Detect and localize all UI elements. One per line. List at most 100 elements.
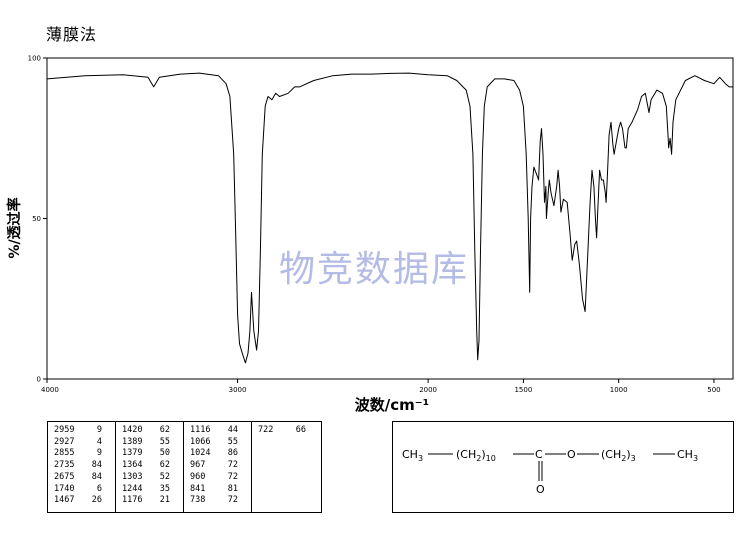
peak-row: 2735 84	[54, 460, 115, 472]
peak-wavenumber: 722	[258, 425, 274, 435]
peak-row: 1176 21	[122, 495, 183, 507]
peak-wavenumber: 1116	[190, 425, 211, 435]
peak-wavenumber: 2735	[54, 460, 75, 471]
chain-ch2-3: (CH2)3	[601, 448, 636, 463]
peak-wavenumber: 2855	[54, 448, 75, 459]
peak-wavenumber: 1740	[54, 483, 75, 494]
spectrum-line	[46, 72, 733, 364]
peak-wavenumber: 1024	[190, 448, 211, 459]
y-tick-label: 50	[32, 215, 41, 223]
y-tick-label: 100	[28, 55, 41, 63]
peak-table-column: 2959 9 2927 4 2855 9 2735 84 2675 84 1740 6 1467 26	[48, 422, 116, 512]
ch3-left: CH3	[402, 448, 423, 463]
peak-transmittance: 62	[159, 460, 170, 471]
peak-wavenumber: 1389	[122, 436, 143, 447]
structure-formula: CH3 (CH2)10 C O O (CH2)3 CH3	[402, 448, 698, 496]
peak-transmittance: 72	[227, 495, 238, 506]
peak-wavenumber: 960	[190, 471, 206, 482]
spectrum-curve-layer	[46, 72, 733, 364]
peak-table-column: 1116 44 1066 55 1024 86 967 72 960 72 841 81 738 72	[184, 422, 252, 512]
structure-formula-box: CH3 (CH2)10 C O O (CH2)3 CH3	[392, 421, 734, 513]
peak-row: 1389 55	[122, 437, 183, 449]
peak-transmittance: 50	[159, 448, 170, 459]
peak-row: 960 72	[190, 472, 251, 484]
peak-transmittance: 72	[227, 460, 238, 471]
ester-oxygen: O	[567, 448, 576, 461]
peak-row: 1116 44	[190, 425, 251, 437]
peak-row: 841 81	[190, 484, 251, 496]
peak-row: 2675 84	[54, 472, 115, 484]
peak-transmittance: 44	[227, 425, 238, 435]
peak-wavenumber: 2675	[54, 471, 75, 482]
peak-wavenumber: 738	[190, 495, 206, 506]
peak-transmittance: 26	[91, 495, 102, 506]
chain-ch2-10: (CH2)10	[456, 448, 496, 463]
x-tick-label: 500	[707, 386, 720, 394]
y-axis-unit: %/	[7, 239, 23, 259]
peak-row: 1024 86	[190, 448, 251, 460]
watermark-text: 物竞数据库	[279, 249, 469, 290]
peak-row: 738 72	[190, 495, 251, 507]
peak-wavenumber: 1066	[190, 436, 211, 447]
peak-transmittance: 6	[96, 483, 102, 494]
peak-row: 967 72	[190, 460, 251, 472]
carbonyl-oxygen: O	[536, 483, 545, 496]
peak-transmittance: 52	[159, 471, 170, 482]
peak-wavenumber: 1176	[122, 495, 143, 506]
peak-transmittance: 86	[227, 448, 238, 459]
svg-text:%/透过率: %/透过率	[6, 197, 23, 258]
sample-method-label: 薄膜法	[46, 25, 98, 44]
peak-wavenumber: 1467	[54, 495, 75, 506]
x-tick-label: 1500	[514, 386, 532, 394]
peak-wavenumber: 967	[190, 460, 206, 471]
ch3-right: CH3	[677, 448, 698, 463]
peak-transmittance: 66	[295, 425, 306, 435]
peak-row: 1244 35	[122, 484, 183, 496]
peak-row: 1303 52	[122, 472, 183, 484]
peak-row: 2959 9	[54, 425, 115, 437]
peak-transmittance: 72	[227, 471, 238, 482]
peak-transmittance: 9	[96, 448, 102, 459]
peak-transmittance: 84	[91, 460, 102, 471]
peak-row: 2927 4	[54, 437, 115, 449]
x-tick-label: 1000	[610, 386, 628, 394]
plot-frame	[46, 57, 734, 380]
peak-transmittance: 84	[91, 471, 102, 482]
peak-transmittance: 9	[96, 425, 102, 435]
peak-row: 2855 9	[54, 448, 115, 460]
peak-row: 1379 50	[122, 448, 183, 460]
peak-wavenumber: 1244	[122, 483, 143, 494]
ir-spectrum-chart: 4000 3000 2000 1500 1000 500 0 50 100 物竞数据库 波数/c…	[6, 55, 734, 414]
peak-transmittance: 35	[159, 483, 170, 494]
peak-transmittance: 81	[227, 483, 238, 494]
x-tick-label: 4000	[41, 386, 59, 394]
carbonyl-carbon: C	[535, 448, 543, 461]
peak-table-column: 1420 62 1389 55 1379 50 1364 62 1303 52 1244 35 1176…	[116, 422, 184, 512]
peak-row: 1066 55	[190, 437, 251, 449]
peak-wavenumber: 1303	[122, 471, 143, 482]
peak-table-column: 722 66	[252, 422, 321, 512]
peak-row: 1467 26	[54, 495, 115, 507]
peak-row: 1740 6	[54, 484, 115, 496]
peak-table: 2959 9 2927 4 2855 9 2735 84 2675 84 1740 6 1467 26 14…	[47, 421, 322, 513]
x-axis-label: 波数/cm⁻¹	[355, 396, 430, 414]
x-tick-label: 3000	[229, 386, 247, 394]
x-tick-label: 2000	[419, 386, 437, 394]
peak-transmittance: 62	[159, 425, 170, 435]
peak-wavenumber: 2959	[54, 425, 75, 435]
peak-wavenumber: 2927	[54, 436, 75, 447]
y-axis-label: 透过率	[6, 197, 23, 239]
peak-wavenumber: 841	[190, 483, 206, 494]
peak-row: 722 66	[258, 425, 321, 437]
peak-row: 1420 62	[122, 425, 183, 437]
peak-transmittance: 55	[159, 436, 170, 447]
peak-transmittance: 4	[96, 436, 102, 447]
peak-transmittance: 21	[159, 495, 170, 506]
peak-wavenumber: 1420	[122, 425, 143, 435]
peak-wavenumber: 1379	[122, 448, 143, 459]
y-tick-label: 0	[37, 376, 41, 384]
peak-wavenumber: 1364	[122, 460, 143, 471]
peak-transmittance: 55	[227, 436, 238, 447]
axis-ticks: 4000 3000 2000 1500 1000 500 0 50 100	[28, 55, 721, 395]
